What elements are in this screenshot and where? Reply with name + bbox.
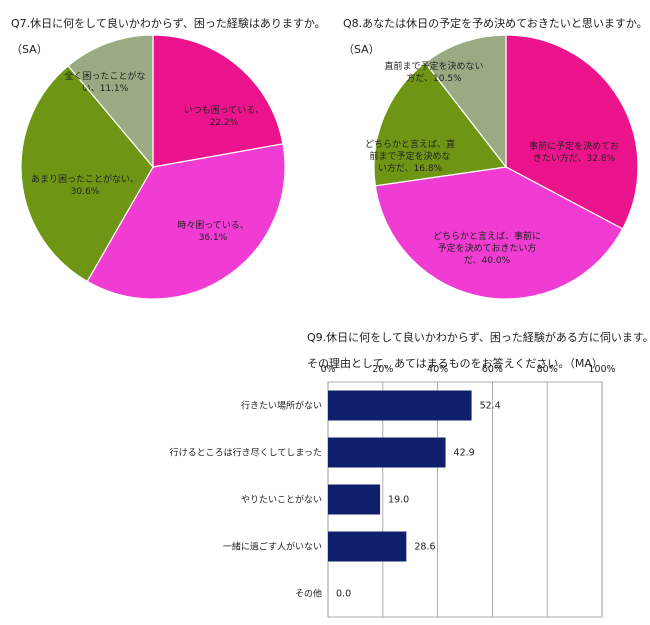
q7-pie-chart: いつも困っている、 22.2% 時々困っている、 36.1% あまり困ったことがない、 3… <box>20 34 286 300</box>
q9-x-tick-label: 20% <box>372 364 393 375</box>
q9-value-label-1: 42.9 <box>454 448 475 459</box>
q7-slice-label-0: いつも困っている、 22.2% <box>184 105 265 128</box>
q8-slice-2 <box>373 61 508 187</box>
q8-slice-label-1: どちらかと言えば、事前に予定を決めておきたい方だ、40.0% <box>433 230 541 266</box>
q9-x-tick-label: 80% <box>537 364 558 375</box>
q8-slice-1 <box>374 166 624 300</box>
q7-slice-label-3: 全く困ったことがない、11.1% <box>64 70 145 94</box>
q9-title-text: Q9.休日に何をして良いかわからず、困った経験がある方に伺います。 <box>307 331 650 344</box>
q7-subtitle: （SA） <box>11 43 48 56</box>
q9-bar-1 <box>328 437 446 468</box>
q7-title-text: Q7.休日に何をして良いかわからず、困った経験はありますか。 <box>11 17 326 30</box>
q9-bar-3 <box>328 531 407 562</box>
q9-x-tick-label: 40% <box>427 364 448 375</box>
q7-slice-2 <box>20 64 154 283</box>
q8-title: Q8.あなたは休日の予定を予め決めておきたいと思いますか。 （SA） <box>336 4 648 56</box>
q9-bar-0 <box>328 390 472 421</box>
q9-value-label-0: 52.4 <box>480 401 501 412</box>
q8-slice-0 <box>505 34 639 230</box>
q9-category-label-1: 行けるところは行き尽くしてしまった <box>170 447 322 459</box>
q9-value-label-3: 28.6 <box>414 542 435 553</box>
q8-subtitle: （SA） <box>343 43 380 56</box>
q9-x-tick-label: 100% <box>588 364 615 375</box>
q7-slice-label-1: 時々困っている、 36.1% <box>177 220 249 243</box>
q9-subtitle: その理由として、あてはまるものをお答えください。（MA） <box>307 357 603 370</box>
q7-slice-3 <box>67 34 154 169</box>
q8-slice-label-3: 直前まで予定を決めない方だ、10.5% <box>384 60 483 84</box>
q7-slice-1 <box>86 143 286 300</box>
q9-x-tick-label: 0% <box>320 364 335 375</box>
q9-title: Q9.休日に何をして良いかわからず、困った経験がある方に伺います。 その理由とし… <box>300 318 650 370</box>
q7-title: Q7.休日に何をして良いかわからず、困った経験はありますか。 （SA） <box>4 4 326 56</box>
q9-bar-2 <box>328 484 381 515</box>
q8-title-text: Q8.あなたは休日の予定を予め決めておきたいと思いますか。 <box>343 17 648 30</box>
q7-slice-label-2: あまり困ったことがない、 30.6% <box>31 173 139 197</box>
q9-x-tick-label: 60% <box>482 364 503 375</box>
q9-value-label-4: 0.0 <box>336 589 351 600</box>
q9-category-label-3: 一緒に過ごす人がいない <box>223 541 322 553</box>
q7-slice-0 <box>152 34 284 168</box>
q9-category-label-4: その他 <box>295 588 322 600</box>
q9-value-label-2: 19.0 <box>388 495 409 506</box>
q9-category-label-0: 行きたい場所がない <box>241 400 322 412</box>
q9-category-label-2: やりたいことがない <box>241 494 322 506</box>
q8-slice-label-0: 事前に予定を決めておきたい方だ、32.8% <box>529 140 619 164</box>
q8-slice-3 <box>424 34 507 169</box>
q8-pie-chart: 事前に予定を決めておきたい方だ、32.8% どちらかと言えば、事前に予定を決めてお… <box>365 34 639 300</box>
q8-slice-label-2: どちらかと言えば、直前まで予定を決めない方だ、16.8% <box>365 138 455 174</box>
q9-bar-chart: 0% 20% 40% 60% 80% 100% 行きたい場所がない 52.4 行けるところは行き… <box>170 364 616 618</box>
